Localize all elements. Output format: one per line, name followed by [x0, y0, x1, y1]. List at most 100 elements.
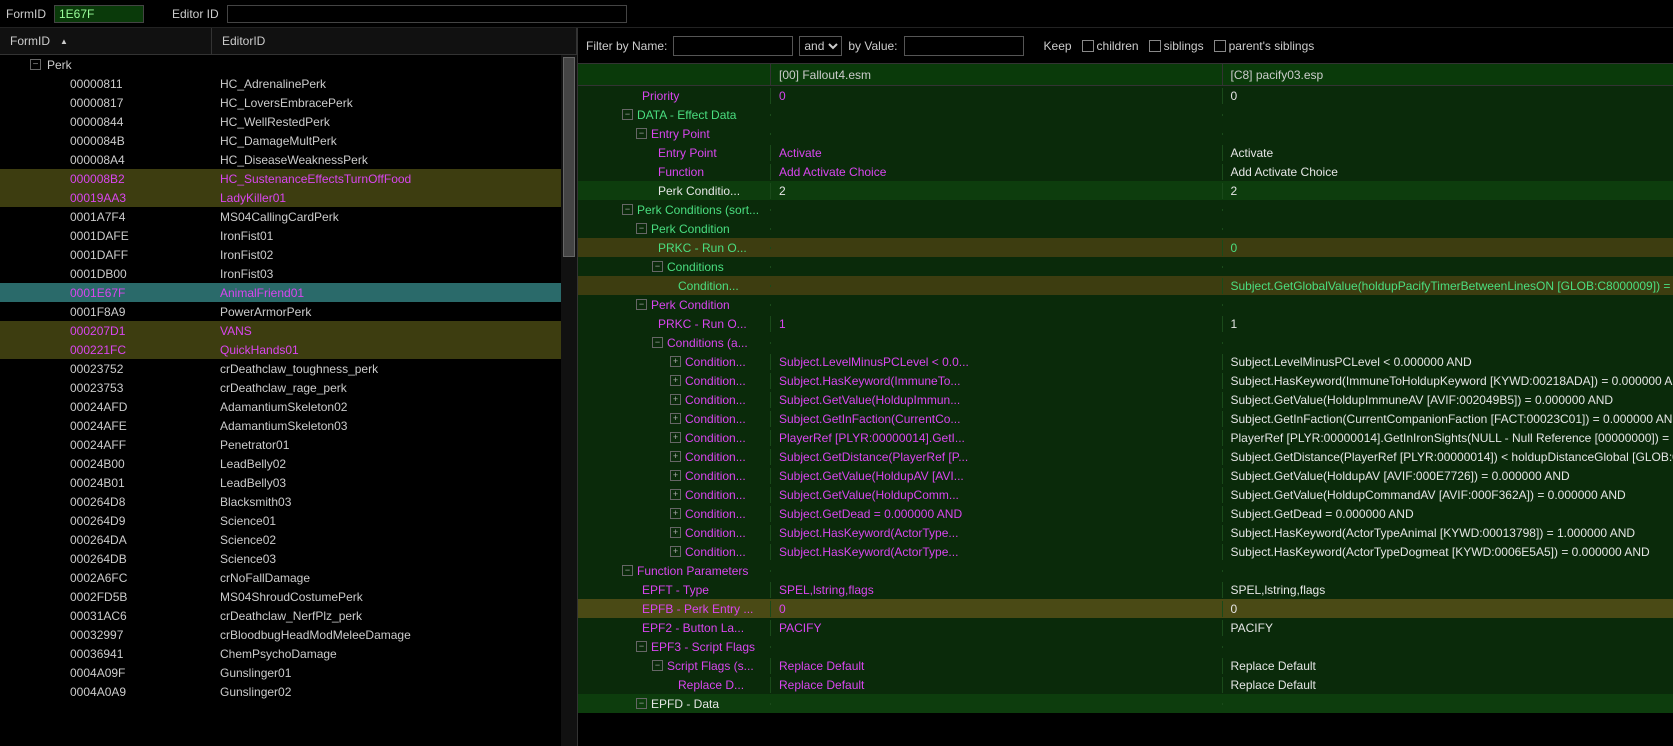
- tree-row[interactable]: 00023753crDeathclaw_rage_perk: [0, 378, 577, 397]
- record-row[interactable]: Perk Conditio...22: [578, 181, 1673, 200]
- tree-row[interactable]: 000264DAScience02: [0, 530, 577, 549]
- tree-row[interactable]: 00000811HC_AdrenalinePerk: [0, 74, 577, 93]
- tree-row[interactable]: 000008A4HC_DiseaseWeaknessPerk: [0, 150, 577, 169]
- record-row[interactable]: +Condition...Subject.GetValue(HoldupAV […: [578, 466, 1673, 485]
- scrollbar-thumb[interactable]: [563, 57, 575, 257]
- filter-op-select[interactable]: and: [799, 36, 842, 56]
- expand-icon[interactable]: +: [670, 489, 681, 500]
- plugin-col-0[interactable]: [00] Fallout4.esm: [770, 64, 1222, 85]
- collapse-icon[interactable]: −: [636, 641, 647, 652]
- collapse-icon[interactable]: −: [636, 128, 647, 139]
- record-row[interactable]: +Condition...Subject.HasKeyword(ActorTyp…: [578, 523, 1673, 542]
- record-row[interactable]: +Condition...Subject.GetDead = 0.000000 …: [578, 504, 1673, 523]
- tree-row[interactable]: 0001DB00IronFist03: [0, 264, 577, 283]
- tree-row[interactable]: 00023752crDeathclaw_toughness_perk: [0, 359, 577, 378]
- tree-row[interactable]: 00024AFDAdamantiumSkeleton02: [0, 397, 577, 416]
- record-row[interactable]: +Condition...Subject.HasKeyword(ActorTyp…: [578, 542, 1673, 561]
- expand-icon[interactable]: +: [670, 413, 681, 424]
- tree-row[interactable]: 00000844HC_WellRestedPerk: [0, 112, 577, 131]
- expand-icon[interactable]: +: [670, 546, 681, 557]
- tree-row[interactable]: 000221FCQuickHands01: [0, 340, 577, 359]
- record-row[interactable]: EPFB - Perk Entry ...00: [578, 599, 1673, 618]
- collapse-icon[interactable]: −: [636, 299, 647, 310]
- tree-row[interactable]: 000207D1VANS: [0, 321, 577, 340]
- tree-row[interactable]: 00036941ChemPsychoDamage: [0, 644, 577, 663]
- expand-icon[interactable]: +: [670, 470, 681, 481]
- expand-icon[interactable]: +: [670, 394, 681, 405]
- record-row[interactable]: −Perk Condition: [578, 295, 1673, 314]
- editorid-input[interactable]: [227, 5, 627, 23]
- record-row[interactable]: −EPF3 - Script Flags: [578, 637, 1673, 656]
- record-row[interactable]: −EPFD - Data: [578, 694, 1673, 713]
- record-row[interactable]: +Condition...Subject.GetDistance(PlayerR…: [578, 447, 1673, 466]
- tree-row[interactable]: 0001F8A9PowerArmorPerk: [0, 302, 577, 321]
- tree-row[interactable]: 00031AC6crDeathclaw_NerfPlz_perk: [0, 606, 577, 625]
- expand-icon[interactable]: +: [670, 375, 681, 386]
- tree-row[interactable]: 00024B00LeadBelly02: [0, 454, 577, 473]
- tree-row[interactable]: 000264D8Blacksmith03: [0, 492, 577, 511]
- record-row[interactable]: −Perk Condition: [578, 219, 1673, 238]
- expand-icon[interactable]: +: [670, 356, 681, 367]
- tree-row[interactable]: 000008B2HC_SustenanceEffectsTurnOffFood: [0, 169, 577, 188]
- record-row[interactable]: −Perk Conditions (sort...: [578, 200, 1673, 219]
- tree-row[interactable]: 00032997crBloodbugHeadModMeleeDamage: [0, 625, 577, 644]
- collapse-icon[interactable]: −: [30, 59, 41, 70]
- tree-row[interactable]: 000264D9Science01: [0, 511, 577, 530]
- record-row[interactable]: +Condition...Subject.HasKeyword(ImmuneTo…: [578, 371, 1673, 390]
- collapse-icon[interactable]: −: [622, 109, 633, 120]
- expand-icon[interactable]: +: [670, 508, 681, 519]
- record-row[interactable]: +Condition...Subject.GetInFaction(Curren…: [578, 409, 1673, 428]
- expand-icon[interactable]: +: [670, 451, 681, 462]
- collapse-icon[interactable]: −: [622, 204, 633, 215]
- tree-row[interactable]: 0004A0A9Gunslinger02: [0, 682, 577, 701]
- record-row[interactable]: −Conditions: [578, 257, 1673, 276]
- children-checkbox[interactable]: children: [1082, 39, 1139, 53]
- tree-row[interactable]: 0002A6FCcrNoFallDamage: [0, 568, 577, 587]
- tree-row[interactable]: 00024AFEAdamantiumSkeleton03: [0, 416, 577, 435]
- tree-row[interactable]: 0002FD5BMS04ShroudCostumePerk: [0, 587, 577, 606]
- siblings-checkbox[interactable]: siblings: [1149, 39, 1204, 53]
- collapse-icon[interactable]: −: [622, 565, 633, 576]
- record-row[interactable]: −Script Flags (s...Replace DefaultReplac…: [578, 656, 1673, 675]
- left-scrollbar[interactable]: [561, 55, 577, 746]
- record-row[interactable]: Entry PointActivateActivate: [578, 143, 1673, 162]
- tree-row[interactable]: 0001A7F4MS04CallingCardPerk: [0, 207, 577, 226]
- record-row[interactable]: EPF2 - Button La...PACIFYPACIFY: [578, 618, 1673, 637]
- record-row[interactable]: Replace D...Replace DefaultReplace Defau…: [578, 675, 1673, 694]
- collapse-icon[interactable]: −: [652, 261, 663, 272]
- collapse-icon[interactable]: −: [636, 698, 647, 709]
- tree-row[interactable]: 00024AFFPenetrator01: [0, 435, 577, 454]
- record-row[interactable]: +Condition...PlayerRef [PLYR:00000014].G…: [578, 428, 1673, 447]
- tree-row[interactable]: 00000817HC_LoversEmbracePerk: [0, 93, 577, 112]
- record-row[interactable]: −DATA - Effect Data: [578, 105, 1673, 124]
- tree-row[interactable]: 0001DAFEIronFist01: [0, 226, 577, 245]
- filter-name-input[interactable]: [673, 36, 793, 56]
- parents-checkbox[interactable]: parent's siblings: [1214, 39, 1315, 53]
- collapse-icon[interactable]: −: [652, 660, 663, 671]
- col-editorid-header[interactable]: EditorID: [212, 28, 577, 54]
- record-row[interactable]: −Entry Point: [578, 124, 1673, 143]
- record-row[interactable]: EPFT - TypeSPEL,lstring,flagsSPEL,lstrin…: [578, 580, 1673, 599]
- collapse-icon[interactable]: −: [636, 223, 647, 234]
- record-row[interactable]: Priority00: [578, 86, 1673, 105]
- record-row[interactable]: +Condition...Subject.LevelMinusPCLevel <…: [578, 352, 1673, 371]
- record-row[interactable]: Condition...Subject.GetGlobalValue(holdu…: [578, 276, 1673, 295]
- record-row[interactable]: −Conditions (a...: [578, 333, 1673, 352]
- record-row[interactable]: FunctionAdd Activate ChoiceAdd Activate …: [578, 162, 1673, 181]
- col-formid-header[interactable]: FormID: [0, 28, 212, 54]
- perk-category[interactable]: − Perk: [0, 55, 577, 74]
- record-row[interactable]: −Function Parameters: [578, 561, 1673, 580]
- record-row[interactable]: PRKC - Run O...0: [578, 238, 1673, 257]
- filter-value-input[interactable]: [904, 36, 1024, 56]
- record-row[interactable]: +Condition...Subject.GetValue(HoldupComm…: [578, 485, 1673, 504]
- record-row[interactable]: PRKC - Run O...11: [578, 314, 1673, 333]
- tree-row[interactable]: 0001DAFFIronFist02: [0, 245, 577, 264]
- plugin-col-1[interactable]: [C8] pacify03.esp: [1222, 64, 1673, 85]
- tree-row[interactable]: 00019AA3LadyKiller01: [0, 188, 577, 207]
- expand-icon[interactable]: +: [670, 527, 681, 538]
- tree-row[interactable]: 0004A09FGunslinger01: [0, 663, 577, 682]
- tree-row[interactable]: 00024B01LeadBelly03: [0, 473, 577, 492]
- expand-icon[interactable]: +: [670, 432, 681, 443]
- tree-row[interactable]: 000264DBScience03: [0, 549, 577, 568]
- collapse-icon[interactable]: −: [652, 337, 663, 348]
